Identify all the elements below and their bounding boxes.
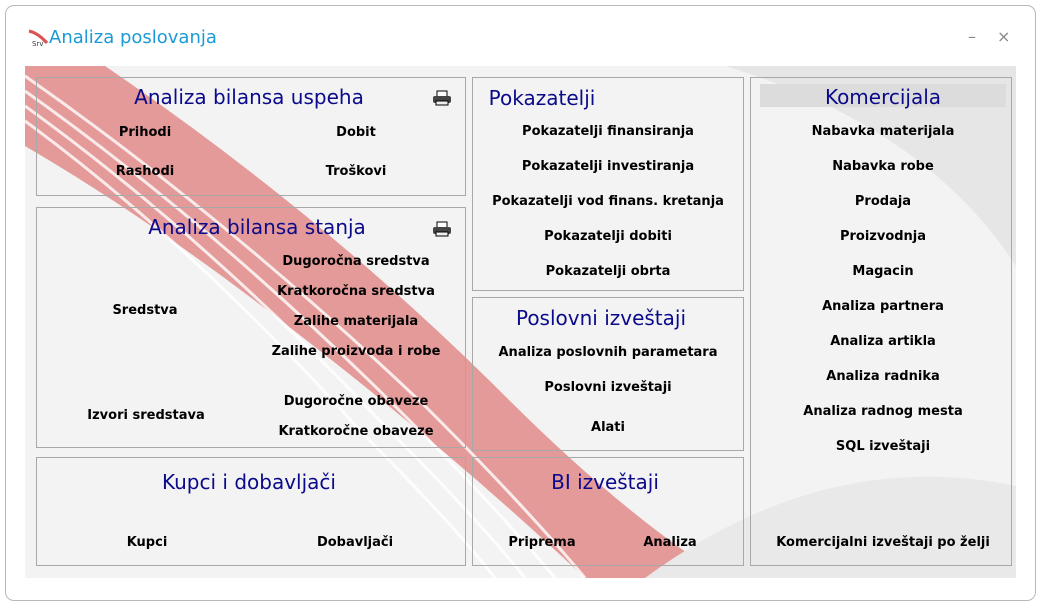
panel-title: Pokazatelji [488, 86, 596, 110]
menu-nabavka-robe[interactable]: Nabavka robe [832, 159, 934, 174]
menu-troskovi[interactable]: Troškovi [325, 164, 387, 179]
panel-title: Poslovni izveštaji [515, 306, 687, 330]
menu-analiza-radnog-mesta[interactable]: Analiza radnog mesta [803, 404, 963, 419]
menu-zalihe-materijala[interactable]: Zalihe materijala [293, 314, 419, 329]
panel-komercijala [750, 77, 1012, 566]
content-area [25, 66, 1016, 578]
menu-magacin[interactable]: Magacin [852, 264, 914, 279]
panel-bilans-uspeha [36, 77, 466, 196]
menu-pokazatelji-obrta[interactable]: Pokazatelji obrta [545, 264, 671, 279]
komercijala-header-bar [760, 84, 1006, 107]
panel-pokazatelji [472, 77, 744, 291]
menu-dugorocne-obaveze[interactable]: Dugoročne obaveze [283, 394, 429, 409]
menu-prodaja[interactable]: Prodaja [854, 194, 912, 209]
menu-alati[interactable]: Alati [591, 420, 625, 435]
menu-pokazatelji-investiranja[interactable]: Pokazatelji investiranja [521, 159, 695, 174]
close-icon[interactable]: × [997, 27, 1011, 46]
menu-dobavljaci[interactable]: Dobavljači [316, 535, 394, 550]
menu-nabavka-materijala[interactable]: Nabavka materijala [811, 124, 955, 139]
panel-kupci [36, 457, 466, 566]
menu-rashodi[interactable]: Rashodi [115, 164, 175, 179]
menu-analiza-artikla[interactable]: Analiza artikla [830, 334, 936, 349]
printer-icon[interactable] [432, 90, 452, 106]
menu-proizvodnja[interactable]: Proizvodnja [839, 229, 927, 244]
panel-title: Kupci i dobavljači [162, 470, 336, 494]
window-title: Analiza poslovanja [49, 27, 217, 48]
panel-poslovni-izvestaji [472, 297, 744, 451]
menu-izvori-sredstava[interactable]: Izvori sredstava [87, 408, 205, 423]
app-logo-icon: Srv [28, 29, 48, 47]
menu-analiza-poslovnih-parametara[interactable]: Analiza poslovnih parametara [498, 345, 718, 360]
menu-analiza[interactable]: Analiza [643, 535, 697, 550]
panel-title: Komercijala [824, 85, 942, 109]
menu-analiza-partnera[interactable]: Analiza partnera [822, 299, 944, 314]
panel-bi-izvestaji [472, 457, 744, 566]
panel-title: Analiza bilansa uspeha [134, 85, 364, 109]
menu-zalihe-proizvoda[interactable]: Zalihe proizvoda i robe [271, 344, 441, 359]
menu-kupci[interactable]: Kupci [126, 535, 168, 550]
panel-bilans-stanja [36, 207, 466, 448]
svg-text:Srv: Srv [32, 40, 43, 47]
menu-dugorocna-sredstva[interactable]: Dugoročna sredstva [282, 254, 430, 269]
menu-komercijalni-izvestaji[interactable]: Komercijalni izveštaji po želji [776, 535, 990, 550]
menu-poslovni-izvestaji[interactable]: Poslovni izveštaji [544, 380, 672, 395]
menu-pokazatelji-finansiranja[interactable]: Pokazatelji finansiranja [522, 124, 694, 139]
menu-pokazatelji-finans-kretanja[interactable]: Pokazatelji vod finans. kretanja [492, 194, 724, 209]
menu-analiza-radnika[interactable]: Analiza radnika [826, 369, 940, 384]
menu-pokazatelji-dobiti[interactable]: Pokazatelji dobiti [544, 229, 672, 244]
menu-priprema[interactable]: Priprema [508, 535, 576, 550]
minimize-icon[interactable]: – [968, 27, 976, 46]
panel-title: Analiza bilansa stanja [148, 215, 366, 239]
menu-kratkorocna-sredstva[interactable]: Kratkoročna sredstva [277, 284, 435, 299]
menu-sredstva[interactable]: Sredstva [112, 303, 178, 318]
menu-dobit[interactable]: Dobit [336, 125, 376, 140]
menu-sql-izvestaji[interactable]: SQL izveštaji [835, 439, 931, 454]
printer-icon[interactable] [432, 221, 452, 237]
panel-title: BI izveštaji [551, 470, 659, 494]
menu-kratkorocne-obaveze[interactable]: Kratkoročne obaveze [278, 424, 434, 439]
menu-prihodi[interactable]: Prihodi [118, 125, 172, 140]
